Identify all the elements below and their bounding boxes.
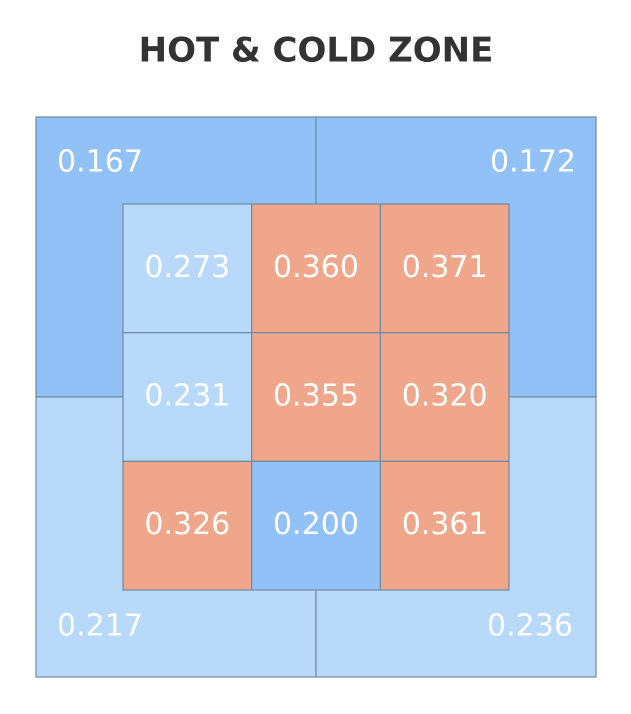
- inner-zone: [251, 203, 381, 334]
- zone-value: 0.172: [490, 145, 576, 180]
- zone-value: 0.326: [144, 507, 230, 542]
- zone-value: 0.200: [273, 507, 359, 542]
- inner-zone: [122, 332, 253, 462]
- zone-value: 0.217: [57, 609, 143, 644]
- inner-zone: [251, 460, 381, 591]
- inner-zone: [122, 203, 253, 334]
- zone-value: 0.360: [273, 250, 359, 285]
- inner-zone: [379, 332, 510, 462]
- zone-value: 0.167: [57, 145, 143, 180]
- zone-value: 0.371: [402, 250, 488, 285]
- zone-value: 0.361: [402, 507, 488, 542]
- zone-value: 0.236: [487, 609, 573, 644]
- zone-value: 0.273: [144, 250, 230, 285]
- chart-title: HOT & COLD ZONE: [139, 31, 494, 71]
- zone-value: 0.355: [273, 379, 359, 414]
- inner-zone: [379, 460, 510, 591]
- zone-value: 0.320: [402, 379, 488, 414]
- zone-value: 0.231: [144, 379, 230, 414]
